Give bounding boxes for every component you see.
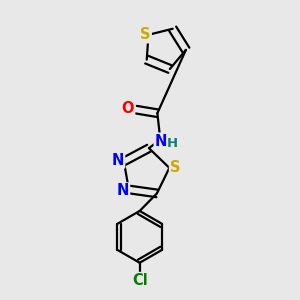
Text: N: N bbox=[155, 134, 167, 149]
Text: S: S bbox=[140, 27, 151, 42]
Text: S: S bbox=[170, 160, 181, 175]
Text: Cl: Cl bbox=[132, 273, 148, 288]
Text: O: O bbox=[122, 101, 134, 116]
Text: H: H bbox=[167, 137, 178, 150]
Text: N: N bbox=[112, 152, 124, 167]
Text: N: N bbox=[117, 183, 129, 198]
